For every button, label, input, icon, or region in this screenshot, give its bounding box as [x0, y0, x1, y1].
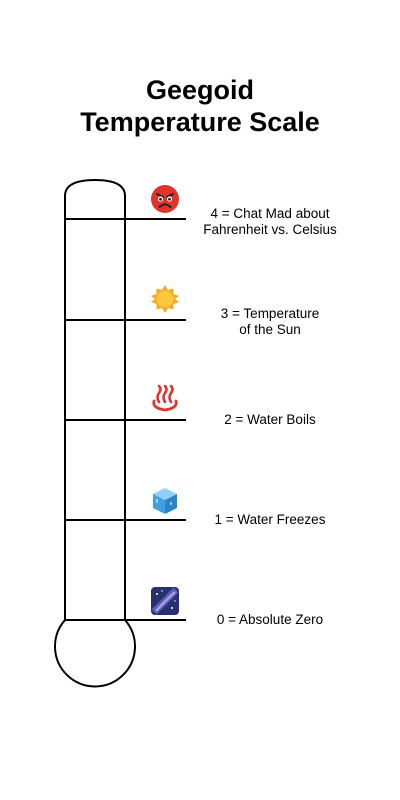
title-line-2: Temperature Scale [80, 107, 320, 137]
level-label-2: 2 = Water Boils [224, 412, 316, 427]
hot-springs-icon [152, 384, 178, 412]
level-label-0: 0 = Absolute Zero [216, 612, 324, 627]
diagram-title: Geegoid Temperature Scale [0, 74, 400, 138]
title-line-1: Geegoid [145, 75, 254, 105]
thermometer-outline [54, 178, 136, 688]
angry-face-icon [151, 185, 179, 213]
level-label-1: 1 = Water Freezes [214, 512, 326, 527]
level-label-4: 4 = Chat Mad about Fahrenheit vs. Celsiu… [203, 206, 337, 237]
sun-icon [151, 285, 179, 313]
milky-way-icon [151, 587, 179, 615]
level-label-3: 3 = Temperature of the Sun [220, 306, 320, 337]
ice-cube-icon [153, 488, 177, 514]
